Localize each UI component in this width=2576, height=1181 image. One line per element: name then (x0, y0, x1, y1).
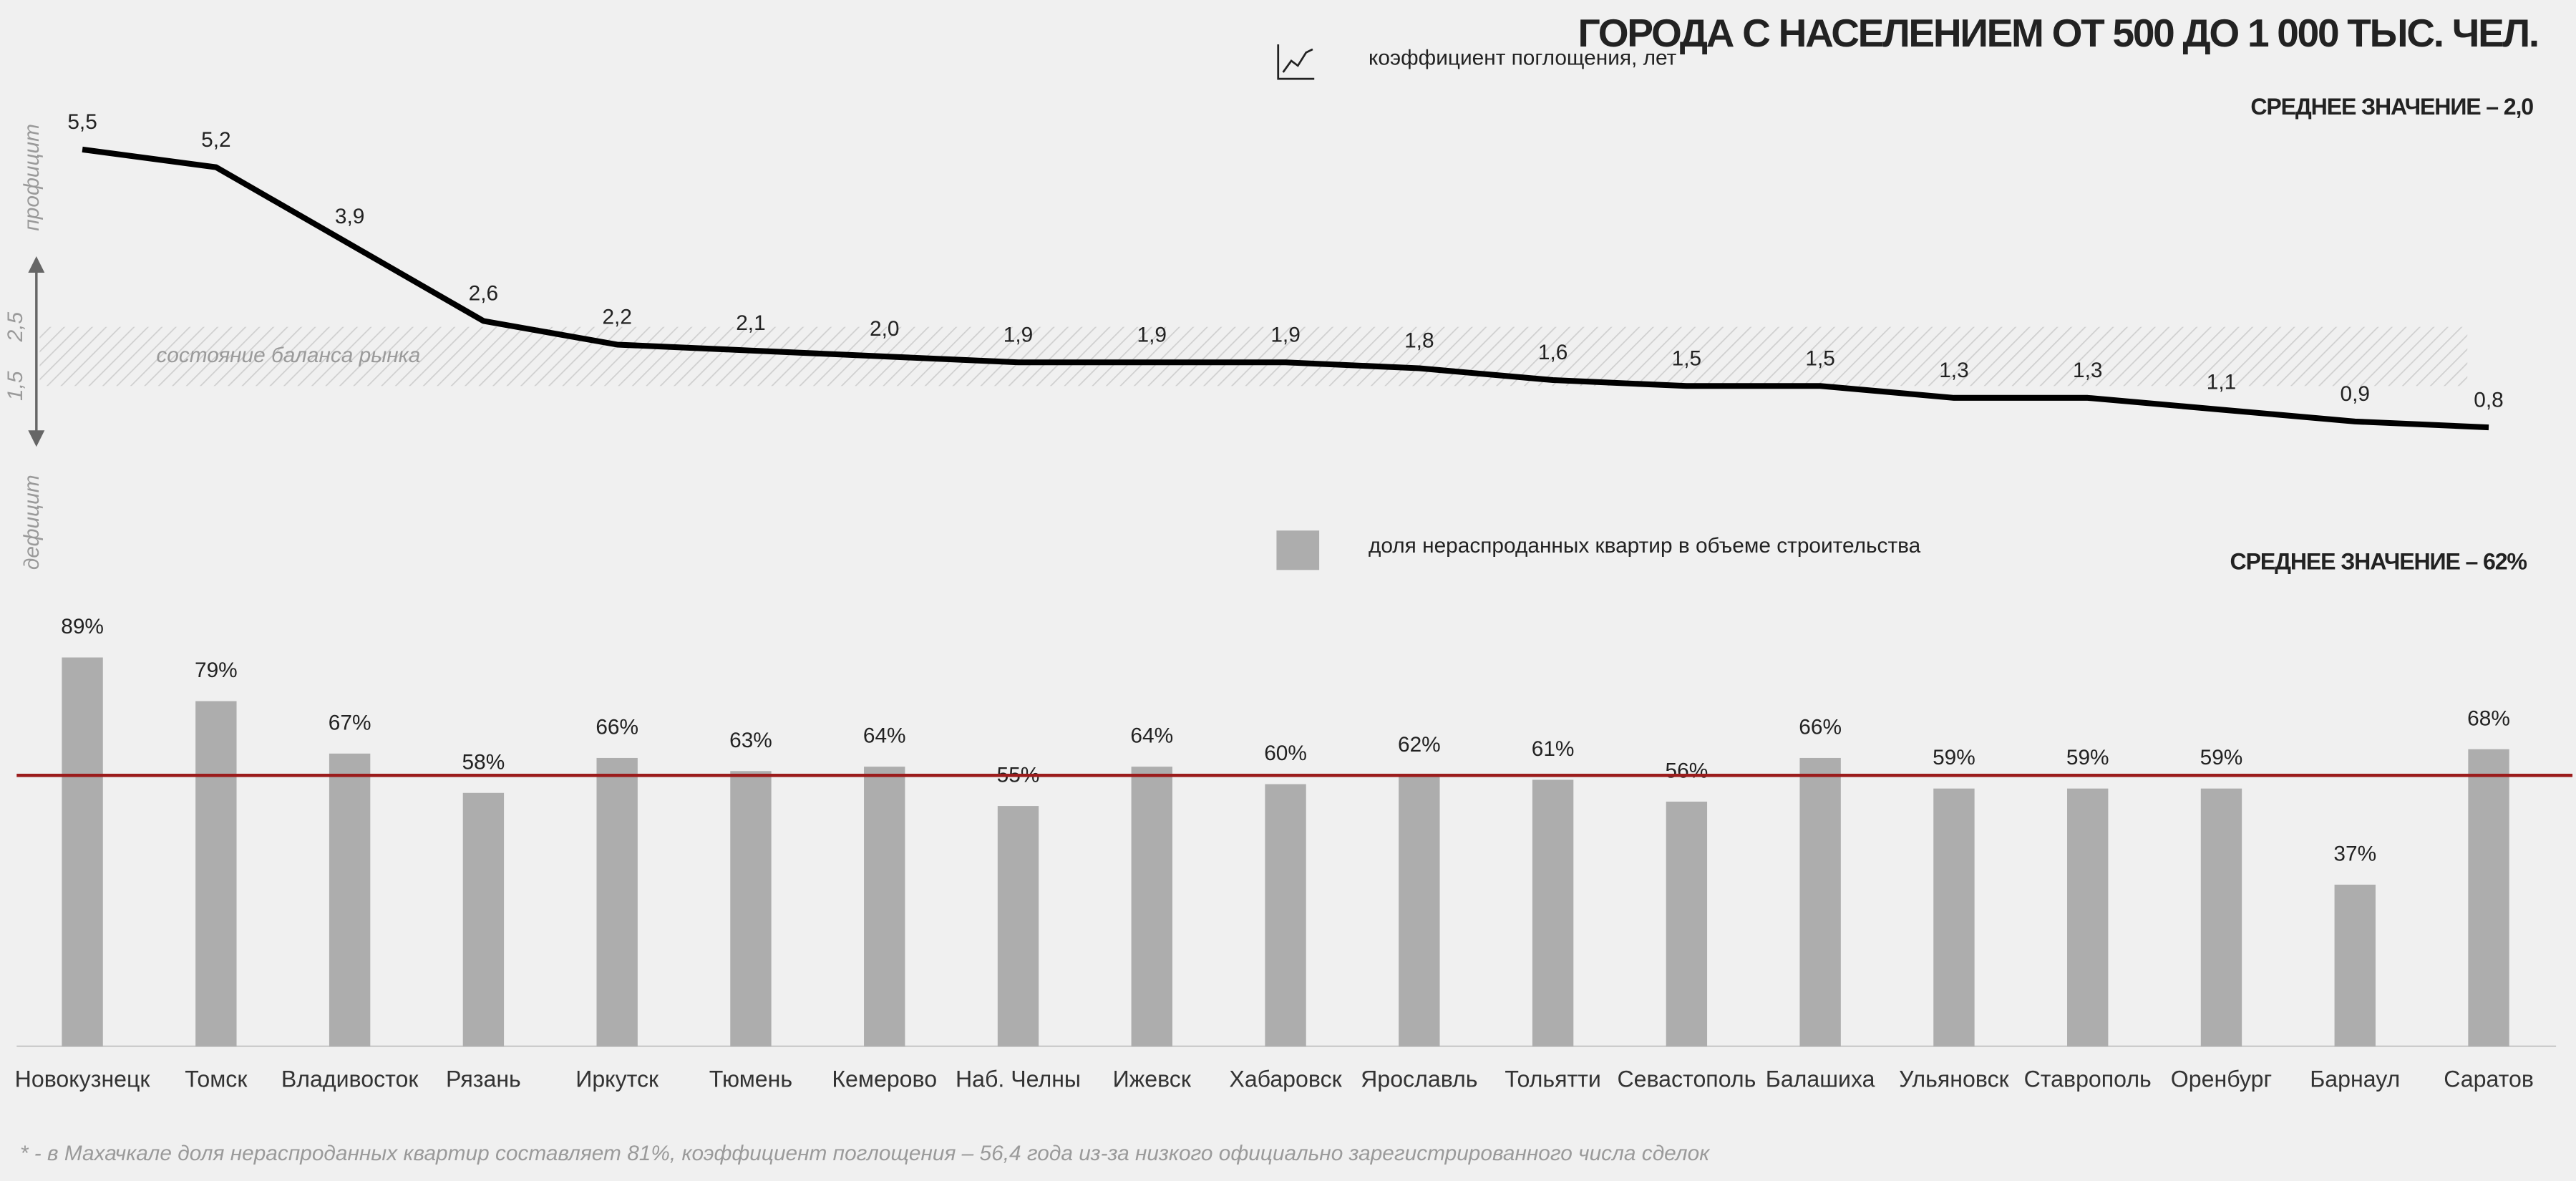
x-tick-label: Ярославль (1361, 1066, 1477, 1092)
bar (1933, 788, 1975, 1046)
x-tick-label: Владивосток (281, 1066, 419, 1092)
data-label: 66% (596, 716, 638, 739)
data-label: 89% (61, 615, 104, 638)
bar (195, 701, 237, 1046)
data-label: 59% (1933, 746, 1975, 769)
data-label: 1,8 (1404, 329, 1434, 353)
x-tick-label: Саратов (2444, 1066, 2534, 1092)
bar (2334, 884, 2376, 1046)
x-tick-label: Тюмень (709, 1066, 792, 1092)
data-label: 1,9 (1003, 323, 1033, 346)
data-label: 3,9 (335, 205, 364, 228)
bar (329, 753, 371, 1046)
bar (2468, 749, 2509, 1046)
bar (1799, 757, 1841, 1046)
bar (2200, 788, 2242, 1046)
data-label: 63% (729, 729, 772, 752)
balance-band (39, 326, 2468, 387)
data-label: 2,6 (469, 282, 498, 306)
data-label: 64% (863, 724, 906, 748)
data-label: 1,1 (2207, 370, 2236, 394)
line (82, 146, 2489, 431)
data-label: 1,6 (1538, 341, 1568, 364)
data-label: 2,1 (736, 311, 765, 335)
data-label: 60% (1264, 742, 1307, 765)
line-legend-icon (1277, 44, 1315, 80)
bar (864, 767, 905, 1046)
x-tick-label: Ульяновск (1899, 1066, 2009, 1092)
x-tick-label: Новокузнецк (15, 1066, 151, 1092)
bar (997, 806, 1039, 1046)
data-label: 79% (195, 658, 238, 682)
bar (62, 657, 103, 1046)
bar (1399, 775, 1440, 1046)
band-label: состояние баланса рынка (156, 344, 420, 367)
x-tick-label: Наб. Челны (956, 1066, 1081, 1092)
data-label: 59% (2066, 746, 2109, 769)
data-label: 68% (2467, 706, 2510, 730)
x-tick-label: Севастополь (1617, 1066, 1756, 1092)
x-tick-label: Кемерово (832, 1066, 937, 1092)
data-label: 1,3 (1939, 359, 1968, 382)
data-label: 1,5 (1805, 346, 1834, 370)
data-label: 61% (1532, 737, 1575, 761)
data-label: 1,9 (1270, 323, 1300, 346)
x-tick-label: Ставрополь (2024, 1066, 2152, 1092)
y-tick-label: 2,5 (4, 312, 27, 343)
x-tick-label: Тольятти (1505, 1066, 1600, 1092)
data-label: 59% (2200, 746, 2243, 769)
bar (730, 771, 772, 1046)
bar (2067, 788, 2109, 1046)
x-tick-label: Иркутск (575, 1066, 659, 1092)
bar (1532, 779, 1574, 1046)
bar-average-label: СРЕДНЕЕ ЗНАЧЕНИЕ – 62% (2230, 549, 2527, 575)
data-label: 1,9 (1137, 323, 1167, 346)
data-label: 37% (2333, 842, 2376, 866)
x-tick-label: Ижевск (1113, 1066, 1192, 1092)
data-label: 0,8 (2474, 388, 2503, 412)
x-tick-label: Оренбург (2171, 1066, 2272, 1092)
data-label: 1,5 (1672, 346, 1701, 370)
bar-legend-icon (1276, 530, 1320, 570)
data-label: 64% (1130, 724, 1173, 748)
data-label: 2,0 (870, 317, 899, 341)
bar (462, 792, 505, 1046)
x-tick-label: Томск (185, 1066, 248, 1092)
bar-legend-label: доля нераспроданных квартир в объеме стр… (1369, 534, 1921, 558)
bar (1131, 767, 1172, 1046)
data-label: 2,2 (602, 306, 631, 329)
line-average-label: СРЕДНЕЕ ЗНАЧЕНИЕ – 2,0 (2250, 94, 2533, 120)
data-label: 56% (1666, 759, 1709, 783)
data-label: 58% (462, 750, 505, 774)
x-tick-label: Барнаул (2310, 1066, 2400, 1092)
x-tick-label: Рязань (446, 1066, 521, 1092)
bar (596, 757, 638, 1046)
bar (1666, 801, 1708, 1046)
lower-label: дефицит (20, 475, 44, 570)
data-label: 62% (1398, 733, 1441, 757)
bar (1265, 784, 1306, 1046)
y-tick-label: 1,5 (4, 371, 27, 401)
data-label: 0,9 (2341, 382, 2370, 406)
x-tick-label: Хабаровск (1229, 1066, 1342, 1092)
data-label: 67% (329, 711, 371, 734)
data-label: 1,3 (2073, 359, 2102, 382)
title: ГОРОДА С НАСЕЛЕНИЕМ ОТ 500 ДО 1 000 ТЫС.… (1578, 11, 2538, 55)
data-label: 5,5 (67, 110, 97, 134)
x-tick-label: Балашиха (1766, 1066, 1875, 1092)
data-label: 5,2 (201, 128, 230, 152)
side-arrow (28, 256, 45, 447)
data-label: 66% (1799, 716, 1842, 739)
line-legend-label: коэффициент поглощения, лет (1369, 46, 1677, 69)
upper-label: профицит (20, 124, 44, 231)
footnote: * - в Махачкале доля нераспроданных квар… (20, 1142, 1711, 1165)
